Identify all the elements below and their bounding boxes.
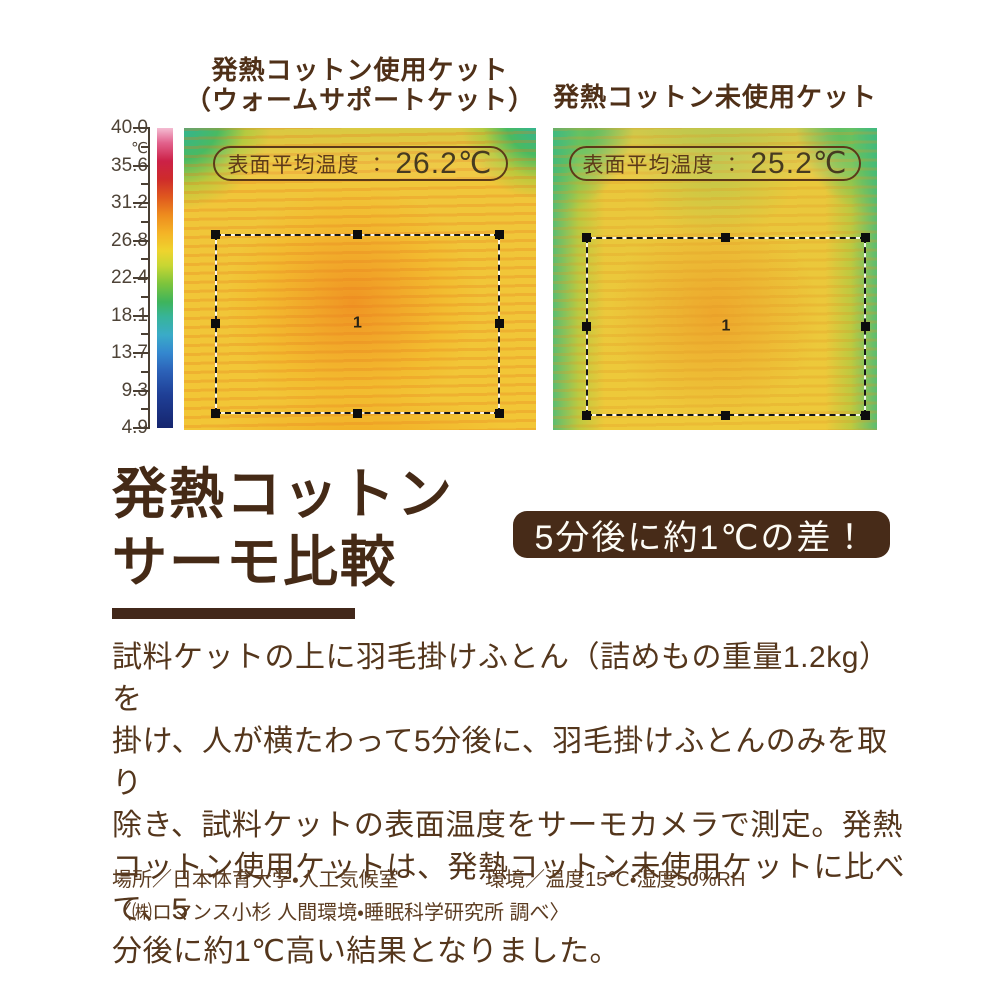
temperature-colorbar (157, 128, 173, 428)
selection-handle (495, 319, 504, 328)
scale-tick-label: 26.8 (111, 229, 148, 251)
thermal-image-heated-cotton: 表面平均温度 ： 26.2℃ 1 (184, 128, 536, 430)
selection-handle (582, 233, 591, 242)
selection-handle (495, 409, 504, 418)
scale-major-tick (133, 239, 150, 242)
scale-minor-tick (141, 220, 150, 223)
scale-minor-tick (141, 145, 150, 148)
footnote-environment: 環境／温度15℃・湿度50%RH (485, 869, 746, 891)
avg-temp-value: 25.2℃ (750, 147, 848, 180)
selection-handle (495, 230, 504, 239)
scale-tick-label: 40.0 (111, 117, 148, 138)
selection-handle (861, 321, 870, 331)
scale-major-tick (133, 127, 150, 129)
scale-tick-label: 31.2 (111, 192, 148, 213)
title-underline (112, 608, 355, 619)
scale-tick-label: 13.7 (111, 342, 148, 363)
section-title-line1: 発熱コットン (112, 463, 455, 525)
scale-major-tick (133, 314, 150, 317)
selection-handle (861, 233, 870, 242)
selection-handle (352, 409, 362, 418)
selection-handle (721, 411, 730, 420)
avg-temp-label: 表面平均温度 ： (227, 153, 389, 177)
footnote-source: 〈㈱ロマンス小杉 人間環境・睡眠科学研究所 調べ〉 (112, 902, 570, 924)
scale-minor-tick (141, 295, 150, 298)
description-paragraph: 試料ケットの上に羽毛掛けふとん（詰めもの重量1.2kg）を 掛け、人が横たわって… (112, 641, 905, 968)
panel-title-line2: （ウォームサポートケット） (184, 85, 536, 115)
scale-major-tick (133, 389, 150, 392)
selection-handle (721, 233, 730, 242)
temperature-scale: 40.0 35.6 31.2 26.8 22.4 18.1 13.7 9.3 4.9 ℃ (96, 118, 176, 438)
avg-temp-value: 26.2℃ (395, 147, 493, 180)
footnote-place: 場所／日本体育大学・人工気候室 (112, 869, 399, 891)
thermal-image-unheated-cotton: 表面平均温度 ： 25.2℃ 1 (553, 128, 877, 430)
scale-minor-tick (141, 408, 150, 411)
scale-tick-label: 22.4 (111, 267, 148, 288)
panel-title-heated-cotton: 発熱コットン使用ケット （ウォームサポートケット） (184, 55, 536, 115)
selection-handle (211, 230, 220, 239)
selection-handle (861, 411, 870, 420)
section-title-line2: サーモ比較 (112, 531, 398, 593)
scale-minor-tick (141, 370, 150, 373)
scale-tick-label: 18.1 (111, 304, 148, 326)
avg-temp-pill: 表面平均温度 ： 26.2℃ (212, 146, 508, 181)
panel-title-line1: 発熱コットン使用ケット (211, 55, 509, 85)
scale-minor-tick (141, 183, 150, 186)
avg-temp-label: 表面平均温度 ： (582, 153, 744, 177)
temperature-scale-unit: ℃ (131, 140, 148, 157)
section-title: 発熱コットン サーモ比較 (112, 460, 454, 596)
selection-handle (582, 321, 591, 331)
selection-handle (211, 409, 220, 418)
scale-major-tick (133, 352, 150, 354)
selection-handle (211, 319, 220, 328)
scale-major-tick (133, 277, 150, 279)
scale-major-tick (133, 427, 150, 429)
scale-minor-tick (141, 333, 150, 336)
scale-tick-label: 35.6 (111, 154, 148, 176)
region-number: 1 (721, 317, 731, 335)
selection-handle (352, 230, 362, 239)
panel-title-line1: 発熱コットン未使用ケット (553, 82, 878, 112)
selection-handle (582, 411, 591, 420)
measurement-region: 1 (211, 230, 504, 418)
avg-temp-pill: 表面平均温度 ： 25.2℃ (569, 146, 861, 181)
difference-badge: 5分後に約1℃の差！ (513, 511, 890, 558)
scale-minor-tick (141, 258, 150, 261)
region-number: 1 (353, 314, 362, 332)
measurement-region: 1 (582, 233, 870, 420)
scale-major-tick (133, 164, 150, 167)
scale-major-tick (133, 202, 150, 204)
footnote-conditions: 場所／日本体育大学・人工気候室 環境／温度15℃・湿度50%RH (112, 868, 892, 892)
panel-title-unheated-cotton: 発熱コットン未使用ケット (553, 82, 877, 112)
temperature-scale-ticks (132, 127, 150, 429)
